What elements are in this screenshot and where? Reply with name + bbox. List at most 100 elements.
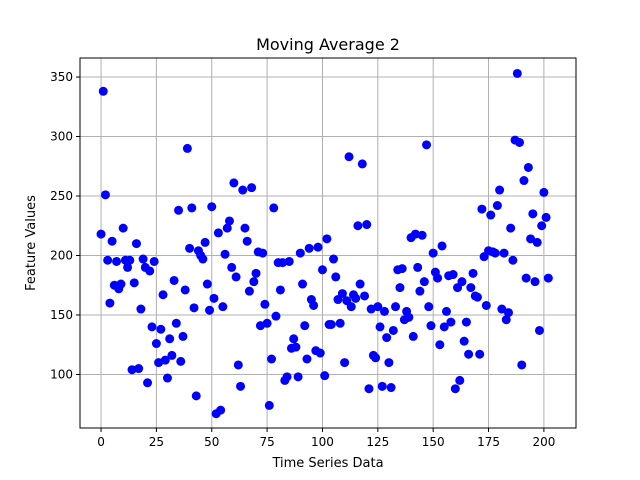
data-point	[472, 292, 482, 302]
x-tick-label: 50	[204, 435, 219, 449]
data-point	[499, 248, 509, 258]
data-point	[353, 221, 363, 231]
data-point	[249, 277, 259, 287]
data-point	[506, 223, 516, 233]
data-point	[346, 302, 356, 312]
data-point	[229, 178, 239, 188]
data-point	[466, 283, 476, 293]
data-point	[419, 277, 429, 287]
data-point	[131, 239, 141, 249]
data-point	[295, 248, 305, 258]
data-point	[147, 322, 157, 332]
data-point	[282, 372, 292, 382]
data-point	[477, 204, 487, 214]
data-point	[543, 273, 553, 283]
x-tick-label: 200	[532, 435, 555, 449]
data-point	[264, 400, 274, 410]
data-point	[200, 237, 210, 247]
plot-frame	[79, 57, 577, 429]
data-point	[486, 210, 496, 220]
data-point	[512, 68, 522, 78]
data-point	[260, 299, 270, 309]
data-point	[176, 356, 186, 366]
data-point	[377, 381, 387, 391]
data-point	[107, 236, 117, 246]
data-point	[490, 248, 500, 258]
data-point	[523, 162, 533, 172]
data-point	[315, 348, 325, 358]
data-point	[481, 300, 491, 310]
data-point	[149, 256, 159, 266]
data-point	[262, 318, 272, 328]
data-point	[242, 236, 252, 246]
data-point	[222, 223, 232, 233]
data-point	[329, 254, 339, 264]
data-point	[209, 293, 219, 303]
data-point	[158, 290, 168, 300]
data-point	[426, 321, 436, 331]
data-point	[138, 254, 148, 264]
data-point	[441, 306, 451, 316]
data-point	[408, 331, 418, 341]
data-point	[156, 324, 166, 334]
data-point	[275, 285, 285, 295]
data-point	[293, 372, 303, 382]
data-point	[457, 277, 467, 287]
points-layer	[96, 68, 553, 419]
data-point	[271, 311, 281, 321]
data-point	[236, 381, 246, 391]
data-point	[240, 223, 250, 233]
y-tick-label: 100	[50, 367, 73, 381]
y-tick-label: 350	[50, 70, 73, 84]
data-point	[428, 248, 438, 258]
data-point	[100, 190, 110, 200]
data-point	[503, 308, 513, 318]
data-point	[251, 268, 261, 278]
data-point	[231, 272, 241, 282]
data-point	[112, 256, 122, 266]
x-tick-label: 175	[477, 435, 500, 449]
data-point	[198, 254, 208, 264]
data-point	[446, 317, 456, 327]
data-point	[439, 322, 449, 332]
data-point	[143, 378, 153, 388]
data-point	[541, 212, 551, 222]
grid-layer	[80, 58, 576, 428]
data-point	[388, 325, 398, 335]
y-tick-label: 250	[50, 189, 73, 203]
data-point	[537, 221, 547, 231]
data-point	[424, 302, 434, 312]
data-point	[136, 304, 146, 314]
data-point	[382, 333, 392, 343]
data-point	[191, 391, 201, 401]
data-point	[213, 228, 223, 238]
x-tick-label: 25	[149, 435, 164, 449]
data-point	[355, 279, 365, 289]
data-point	[278, 258, 288, 268]
data-point	[384, 358, 394, 368]
chart-title: Moving Average 2	[256, 35, 400, 54]
data-point	[178, 331, 188, 341]
data-point	[371, 353, 381, 363]
data-point	[437, 241, 447, 251]
data-point	[501, 315, 511, 325]
data-point	[357, 159, 367, 169]
data-point	[244, 286, 254, 296]
data-point	[162, 373, 172, 383]
data-point	[475, 349, 485, 359]
data-point	[373, 302, 383, 312]
data-point	[539, 187, 549, 197]
data-point	[134, 364, 144, 374]
data-point	[118, 223, 128, 233]
data-point	[202, 279, 212, 289]
data-point	[526, 234, 536, 244]
data-point	[320, 371, 330, 381]
y-tick-label: 200	[50, 248, 73, 262]
data-point	[291, 342, 301, 352]
data-point	[207, 202, 217, 212]
data-point	[189, 303, 199, 313]
data-point	[532, 237, 542, 247]
data-point	[284, 256, 294, 266]
